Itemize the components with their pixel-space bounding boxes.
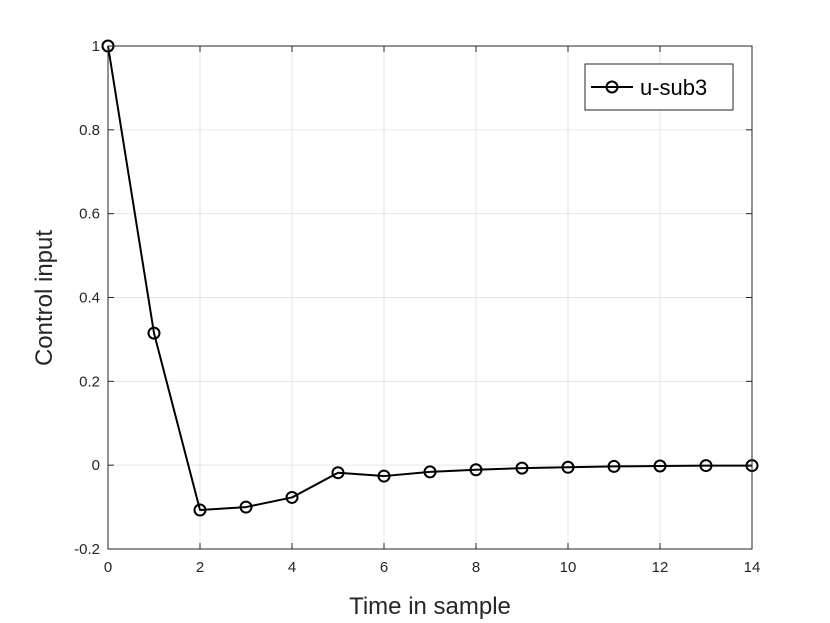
x-tick-label: 0	[104, 559, 112, 576]
y-tick-label: 0.6	[79, 206, 100, 223]
data-point	[377, 469, 391, 483]
x-tick-label: 8	[472, 559, 480, 576]
x-axis-label: Time in sample	[349, 593, 511, 620]
data-point	[331, 466, 345, 480]
tick-labels: 0 2 4 6 8 10 12 14-0.200.20.40.60.81	[74, 38, 760, 576]
data-point	[239, 500, 253, 514]
data-point	[561, 460, 575, 474]
data-point	[469, 463, 483, 477]
data-point	[515, 461, 529, 475]
y-tick-label: 0.4	[79, 290, 100, 307]
y-tick-label: 1	[92, 38, 100, 55]
data-point	[423, 465, 437, 479]
legend-label: u-sub3	[640, 75, 707, 100]
y-tick-label: 0	[92, 457, 100, 474]
series-line	[107, 45, 752, 512]
data-point	[147, 326, 161, 340]
x-tick-label: 12	[652, 559, 669, 576]
data-point	[699, 459, 713, 473]
x-tick-label: 6	[380, 559, 388, 576]
x-tick-label: 2	[196, 559, 204, 576]
y-tick-label: 0.8	[79, 122, 100, 139]
x-tick-label: 10	[560, 559, 577, 576]
data-point	[285, 490, 299, 504]
legend: u-sub3	[584, 63, 734, 111]
y-axis-label: Control input	[31, 230, 58, 366]
x-tick-label: 4	[288, 559, 296, 576]
data-point	[653, 459, 667, 473]
x-tick-label: 14	[744, 559, 761, 576]
legend-marker-swatch	[605, 80, 619, 94]
data-point	[607, 459, 621, 473]
y-tick-label: -0.2	[74, 541, 100, 558]
y-tick-label: 0.2	[79, 373, 100, 390]
ticks	[107, 45, 753, 550]
data-point	[193, 503, 207, 517]
